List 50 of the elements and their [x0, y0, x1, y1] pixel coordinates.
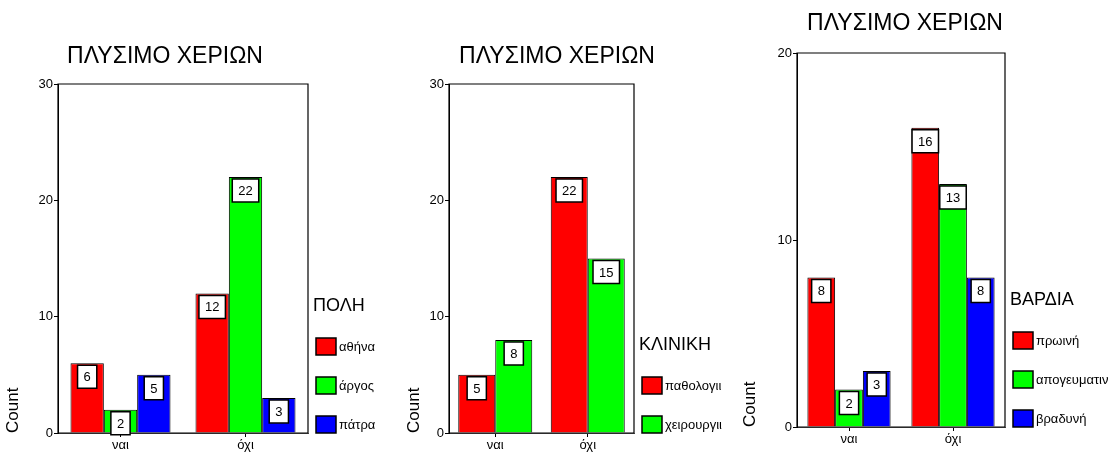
x-tick-label: ναι [112, 437, 130, 453]
chart-title: ΠΛΥΣΙΜΟ ΧΕΡΙΩΝ [807, 9, 1003, 35]
y-axis-title: Count [2, 387, 22, 433]
data-label: 5 [150, 380, 158, 396]
legend-label: απογευματιν [1036, 372, 1109, 388]
x-tick-label: όχι [579, 437, 597, 453]
legend-label: αθήνα [339, 339, 376, 355]
data-label: 3 [275, 404, 283, 420]
x-tick-label: όχι [944, 431, 962, 447]
y-tick-label: 20 [38, 191, 53, 207]
legend-title: ΒΑΡΔΙΑ [1010, 289, 1074, 309]
y-tick-label: 0 [436, 424, 444, 440]
legend-label: πάτρα [339, 417, 376, 433]
data-label: 16 [918, 133, 933, 149]
legend-label: παθολογιι [665, 378, 722, 394]
legend-label: βραδυνή [1036, 411, 1087, 427]
data-label: 5 [473, 380, 481, 396]
data-label: 15 [599, 264, 614, 280]
y-tick-label: 30 [38, 75, 53, 91]
y-tick-label: 20 [429, 191, 444, 207]
data-label: 22 [238, 183, 253, 199]
y-tick-label: 10 [38, 308, 53, 324]
data-label: 6 [83, 369, 91, 385]
data-label: 22 [562, 183, 577, 199]
chart-title: ΠΛΥΣΙΜΟ ΧΕΡΙΩΝ [459, 42, 655, 68]
y-axis-title: Count [403, 387, 423, 433]
y-tick-label: 30 [429, 75, 444, 91]
y-tick-label: 20 [777, 44, 792, 60]
x-tick-label: ναι [840, 431, 858, 447]
y-tick-label: 10 [429, 308, 444, 324]
legend-label: χειρουργιι [665, 417, 723, 433]
data-label: 2 [116, 415, 125, 431]
legend-title: ΚΛΙΝΙΚΗ [639, 334, 712, 354]
y-tick-label: 0 [784, 418, 792, 434]
chart-title: ΠΛΥΣΙΜΟ ΧΕΡΙΩΝ [67, 42, 263, 68]
data-label: 8 [817, 283, 825, 299]
data-label: 12 [204, 299, 220, 315]
legend-label: άργος [339, 378, 374, 394]
y-tick-label: 10 [777, 231, 792, 247]
x-tick-label: όχι [237, 437, 254, 453]
data-label: 8 [977, 283, 985, 299]
data-label: 3 [873, 376, 881, 392]
x-tick-label: ναι [486, 437, 504, 453]
data-label: 13 [945, 189, 961, 205]
legend-label: πρωινή [1036, 333, 1080, 349]
y-axis-title: Count [739, 381, 759, 427]
y-tick-label: 0 [45, 424, 53, 440]
data-label: 2 [845, 395, 853, 411]
data-label: 8 [510, 346, 518, 362]
legend-title: ΠΟΛΗ [313, 295, 365, 315]
